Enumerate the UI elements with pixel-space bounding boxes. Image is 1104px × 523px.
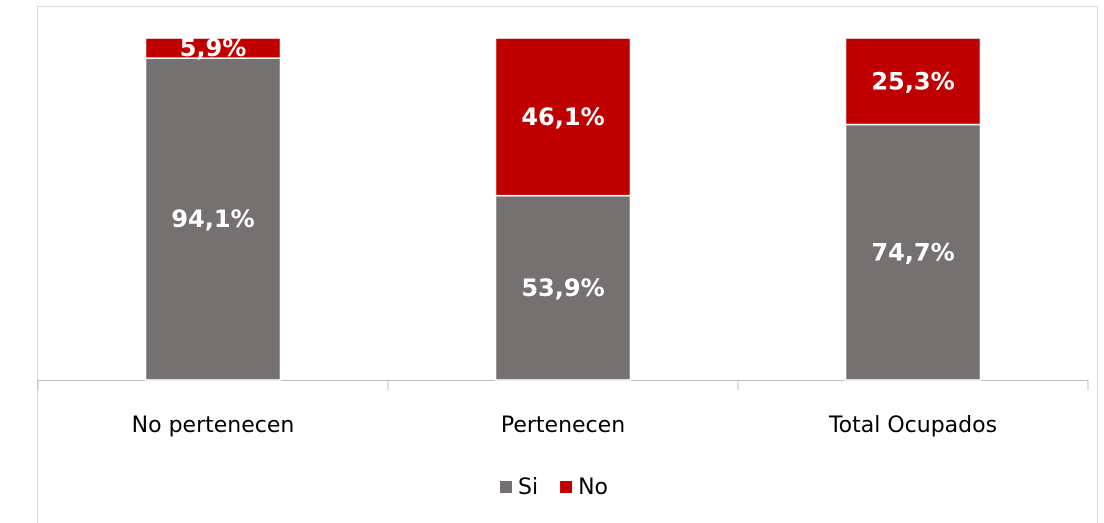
x-tick-label: No pertenecen [132,413,295,438]
legend-swatch [500,481,512,493]
data-label: 94,1% [171,205,254,233]
bar-segment [494,37,632,197]
data-label: 25,3% [871,67,954,95]
bar-segment [144,37,282,59]
bar-segment [144,57,282,381]
x-tick-label: Pertenecen [501,413,625,438]
data-label: 74,7% [871,238,954,266]
legend-swatch [560,481,573,493]
bar-segment [494,194,632,381]
chart-frame [37,6,1098,523]
legend-label: Si [518,475,538,500]
bar-segment [844,123,982,381]
legend-label: No [578,475,608,500]
x-tick-label: Total Ocupados [828,413,997,438]
bar-segment [844,37,982,126]
data-label: 5,9% [180,34,247,62]
data-label: 46,1% [521,103,604,131]
data-label: 53,9% [521,274,604,302]
